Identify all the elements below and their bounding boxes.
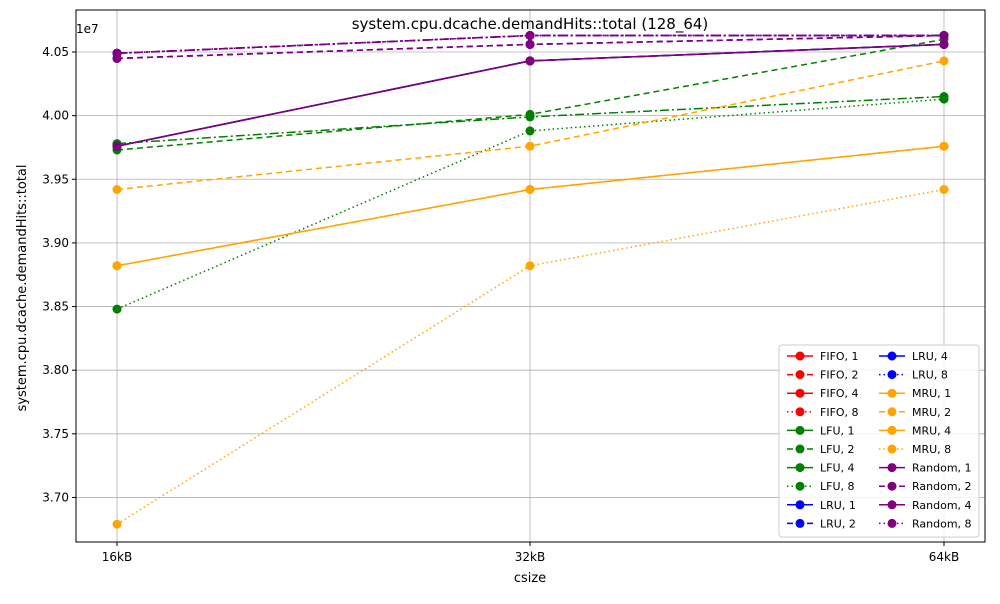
data-point: [939, 31, 949, 40]
legend: FIFO, 1 FIFO, 2 FIFO, 4 FIFO, 8 LFU, 1 LFU, 2…: [778, 344, 980, 538]
series-line: [116, 98, 945, 310]
legend-label: Random, 8: [912, 517, 972, 530]
series-line: [116, 34, 944, 55]
legend-label: LRU, 8: [912, 369, 948, 382]
data-point: [112, 185, 122, 194]
y-tick-label: 3.80: [42, 363, 69, 377]
legend-label: FIFO, 4: [820, 387, 859, 400]
data-point: [112, 261, 122, 271]
y-axis-label: system.cpu.dcache.demandHits::total: [15, 165, 30, 412]
data-point: [112, 141, 122, 151]
legend-swatch-marker: [795, 407, 805, 417]
data-point: [525, 112, 535, 122]
legend-swatch-marker: [887, 388, 897, 398]
legend-label: LFU, 8: [820, 480, 855, 493]
legend-swatch-marker: [795, 444, 805, 454]
series-lfu-8: [112, 94, 949, 314]
legend-swatch-marker: [887, 407, 897, 417]
legend-swatch-marker: [887, 463, 897, 473]
legend-swatch-marker: [887, 444, 897, 454]
legend-swatch-marker: [795, 500, 805, 510]
legend-swatch-marker: [795, 351, 805, 361]
legend-swatch-marker: [795, 518, 805, 528]
x-tick-label: 64kB: [929, 550, 959, 564]
legend-label: Random, 4: [912, 499, 972, 512]
data-point: [939, 94, 949, 104]
legend-swatch-marker: [795, 388, 805, 398]
axis-ticks: 16kB 32kB 64kB 3.70 3.75 3.80 3.85 3.90 3.95 4.00…: [42, 45, 959, 564]
data-point: [112, 519, 122, 529]
data-point: [525, 141, 535, 151]
data-point: [525, 56, 535, 66]
series-mru-8: [112, 185, 949, 529]
series-mru-2: [112, 56, 949, 194]
legend-label: Random, 2: [912, 480, 972, 493]
y-tick-label: 3.75: [42, 427, 69, 441]
legend-swatch-marker: [795, 481, 805, 491]
legend-swatch-marker: [795, 425, 805, 435]
data-point: [939, 185, 949, 194]
series-group: [112, 31, 949, 529]
legend-swatch-marker: [795, 463, 805, 473]
legend-swatch-marker: [887, 481, 897, 491]
data-point: [939, 141, 949, 151]
data-point: [525, 31, 535, 40]
y-tick-label: 4.00: [42, 109, 69, 123]
legend-swatch-marker: [887, 500, 897, 510]
legend-box: [778, 344, 980, 538]
series-line: [116, 145, 945, 267]
legend-swatch-marker: [887, 370, 897, 380]
x-axis-label: csize: [514, 571, 546, 586]
legend-label: MRU, 1: [912, 387, 951, 400]
y-offset-label: 1e7: [76, 22, 99, 36]
legend-label: LFU, 2: [820, 443, 855, 456]
x-tick-label: 32kB: [515, 550, 545, 564]
data-point: [112, 48, 122, 58]
data-point: [525, 39, 535, 49]
data-point: [939, 56, 949, 66]
legend-label: MRU, 2: [912, 406, 951, 419]
legend-swatch-marker: [887, 351, 897, 361]
series-mru-4: [112, 141, 949, 271]
x-tick-label: 16kB: [102, 550, 132, 564]
legend-label: MRU, 4: [912, 424, 951, 437]
data-point: [525, 185, 535, 194]
chart-title: system.cpu.dcache.demandHits::total (128…: [352, 15, 709, 34]
legend-label: Random, 1: [912, 462, 972, 475]
legend-swatch-marker: [887, 425, 897, 435]
legend-label: FIFO, 8: [820, 406, 859, 419]
legend-swatch-marker: [887, 518, 897, 528]
legend-label: LFU, 1: [820, 424, 855, 437]
series-random-1: [112, 39, 949, 151]
y-tick-label: 3.85: [42, 300, 69, 314]
data-point: [525, 126, 535, 136]
data-point: [939, 39, 949, 49]
data-point: [525, 261, 535, 271]
legend-label: LRU, 2: [820, 517, 856, 530]
y-tick-label: 3.70: [42, 490, 69, 504]
legend-label: FIFO, 2: [820, 369, 859, 382]
legend-label: FIFO, 1: [820, 350, 859, 363]
legend-swatch-marker: [795, 370, 805, 380]
legend-label: LFU, 4: [820, 462, 855, 475]
series-random-8: [112, 31, 949, 58]
legend-label: MRU, 8: [912, 443, 951, 456]
y-tick-label: 3.95: [42, 172, 69, 186]
y-tick-label: 3.90: [42, 236, 69, 250]
y-tick-label: 4.05: [42, 45, 69, 59]
data-point: [112, 304, 122, 314]
legend-label: LRU, 1: [820, 499, 856, 512]
legend-label: LRU, 4: [912, 350, 948, 363]
